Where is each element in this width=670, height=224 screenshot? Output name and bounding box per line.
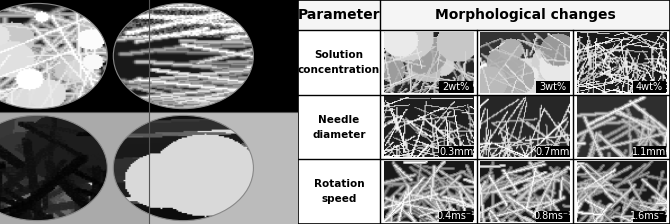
Bar: [440, 146, 473, 157]
Bar: [536, 81, 570, 93]
Bar: [0, 112, 149, 224]
Text: Morphological changes: Morphological changes: [435, 8, 615, 22]
Text: 1.1mm: 1.1mm: [632, 146, 667, 157]
Bar: [633, 146, 666, 157]
Text: 3wt%: 3wt%: [539, 82, 566, 92]
Bar: [149, 112, 298, 224]
Text: 0.8ms⁻¹: 0.8ms⁻¹: [533, 211, 572, 221]
Text: Needle
diameter: Needle diameter: [312, 115, 366, 140]
Text: 1.6ms⁻¹: 1.6ms⁻¹: [630, 211, 669, 221]
Bar: [440, 81, 473, 93]
Bar: [298, 0, 670, 30]
Bar: [0, 0, 149, 112]
Text: 4wt%: 4wt%: [636, 82, 663, 92]
Bar: [633, 211, 666, 222]
Text: 0.4ms⁻¹: 0.4ms⁻¹: [437, 211, 476, 221]
Text: Parameter: Parameter: [297, 8, 381, 22]
Bar: [536, 211, 570, 222]
Text: 0.7mm: 0.7mm: [536, 146, 570, 157]
Text: 0.3mm: 0.3mm: [439, 146, 473, 157]
Bar: [633, 81, 666, 93]
Text: Rotation
speed: Rotation speed: [314, 179, 364, 204]
Bar: [536, 146, 570, 157]
Text: Solution
concentration: Solution concentration: [298, 50, 380, 75]
Text: 2wt%: 2wt%: [443, 82, 470, 92]
Bar: [149, 0, 298, 112]
Bar: [440, 211, 473, 222]
